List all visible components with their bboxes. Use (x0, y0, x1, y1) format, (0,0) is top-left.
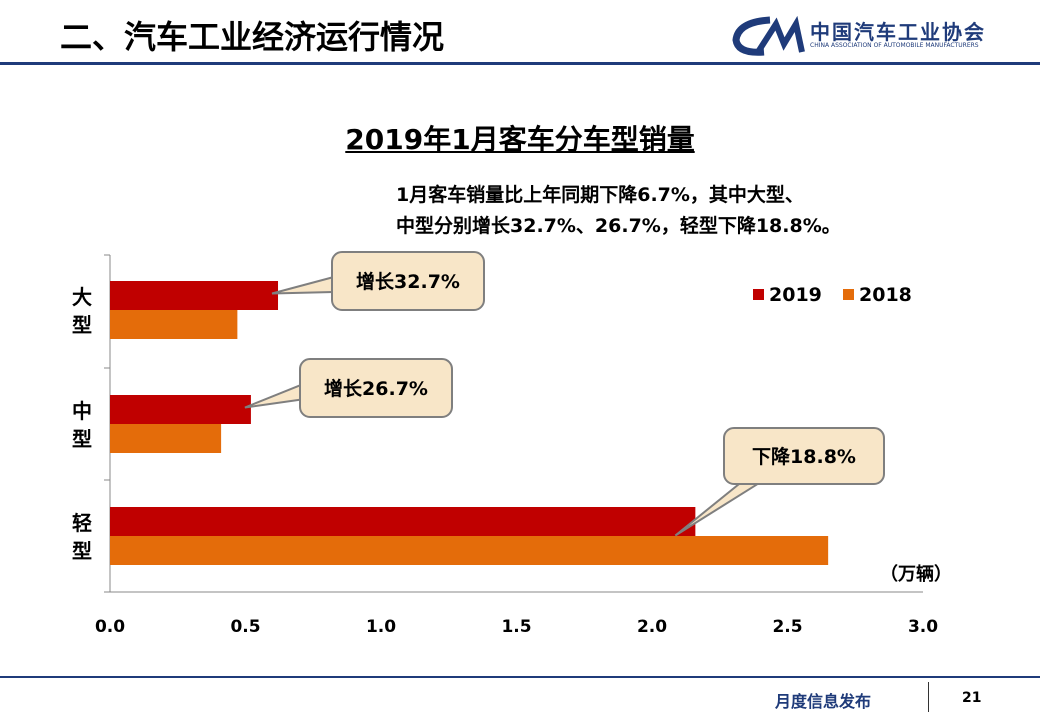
chart-title: 2019年1月客车分车型销量 (345, 123, 695, 156)
legend-label-2019: 2019 (769, 284, 822, 306)
callout-box-1 (299, 358, 453, 418)
cam-logo-icon (732, 15, 805, 56)
callout-text-0: 增长32.7% (356, 270, 460, 293)
legend-label-2018: 2018 (859, 284, 912, 306)
bar-2019-轻型 (110, 507, 696, 536)
footer-divider (928, 682, 929, 712)
page-number: 21 (962, 690, 982, 706)
callout-pointer-0 (271, 274, 339, 295)
category-label-大型-bottom: 型 (72, 313, 92, 337)
x-tick-label: 1.0 (366, 617, 396, 637)
x-tick-label: 2.5 (772, 617, 802, 637)
summary-line-2: 中型分别增长32.7%、26.7%，轻型下降18.8%。 (396, 215, 841, 237)
category-label-大型-top: 大 (72, 285, 92, 309)
category-label-中型-top: 中 (72, 399, 92, 423)
bar-2019-中型 (110, 395, 251, 424)
callout-pointer-1 (244, 381, 307, 409)
section-title: 二、汽车工业经济运行情况 (60, 18, 445, 56)
x-tick-label: 3.0 (908, 617, 938, 637)
logo: 中国汽车工业协会 CHINA ASSOCIATION OF AUTOMOBILE… (730, 14, 1030, 58)
footer-publication: 月度信息发布 (775, 692, 872, 711)
logo-english-name: CHINA ASSOCIATION OF AUTOMOBILE MANUFACT… (810, 42, 979, 49)
callout-text-1: 增长26.7% (324, 377, 428, 400)
footer-rule (0, 676, 1040, 678)
legend-swatch-2018 (843, 289, 854, 300)
x-tick-label: 1.5 (501, 617, 531, 637)
x-tick-label: 2.0 (637, 617, 667, 637)
callout-box-0 (331, 251, 485, 311)
summary-text: 1月客车销量比上年同期下降6.7%，其中大型、 中型分别增长32.7%、26.7… (396, 180, 956, 242)
bar-2019-大型 (110, 281, 279, 310)
header-rule (0, 62, 1040, 65)
bar-2018-轻型 (110, 536, 829, 565)
bar-2018-中型 (110, 424, 222, 453)
logo-name: 中国汽车工业协会 (810, 20, 986, 44)
x-tick-label: 0.0 (95, 617, 125, 637)
callout-text-2: 下降18.8% (752, 445, 856, 468)
legend-swatch-2019 (753, 289, 764, 300)
x-axis-unit-label: （万辆） (880, 563, 952, 585)
category-label-轻型-bottom: 型 (72, 539, 92, 563)
x-tick-label: 0.5 (230, 617, 260, 637)
callout-box-2 (723, 427, 885, 485)
category-label-中型-bottom: 型 (72, 427, 92, 451)
category-label-轻型-top: 轻 (72, 511, 92, 535)
summary-line-1: 1月客车销量比上年同期下降6.7%，其中大型、 (396, 184, 804, 206)
bar-2018-大型 (110, 310, 238, 339)
